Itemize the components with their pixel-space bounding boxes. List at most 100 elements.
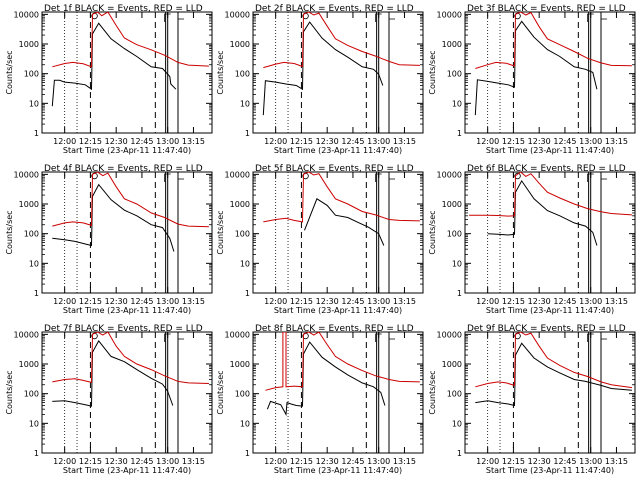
y-tick-label: 10000 (225, 10, 250, 19)
x-tick-label: 12:30 (316, 457, 339, 466)
y-tick-label: 10 (240, 419, 250, 428)
x-tick-label: 13:00 (156, 137, 179, 146)
x-tick-label: 13:15 (182, 297, 205, 306)
x-tick-label: 12:00 (476, 297, 499, 306)
x-axis-label: Start Time (23-Apr-11 11:47:40) (63, 306, 191, 315)
series-events-line (266, 341, 386, 417)
x-tick-label: 12:30 (528, 297, 551, 306)
y-axis-label: Counts/sec (216, 210, 225, 254)
marker-bracket (375, 333, 382, 342)
y-axis-label: Counts/sec (216, 50, 225, 94)
x-tick-label: 13:00 (579, 297, 602, 306)
axis-frame (464, 171, 636, 294)
y-tick-label: 100 (235, 70, 250, 79)
y-tick-label: 10000 (14, 330, 39, 339)
y-tick-label: 1 (34, 129, 39, 138)
x-tick-label: 12:15 (502, 457, 525, 466)
y-tick-label: 1 (245, 289, 250, 298)
x-tick-label: 13:15 (393, 297, 416, 306)
x-tick-label: 13:00 (367, 137, 390, 146)
y-tick-label: 10000 (437, 10, 462, 19)
x-tick-label: 12:45 (130, 137, 153, 146)
y-tick-label: 100 (235, 390, 250, 399)
panel-title: Det 8f BLACK = Events, RED = LLD (255, 324, 414, 334)
y-tick-label: 100 (447, 230, 462, 239)
y-tick-label: 1 (245, 449, 250, 458)
y-tick-label: 1 (457, 449, 462, 458)
y-axis-label: Counts/sec (5, 210, 14, 254)
y-tick-label: 10000 (437, 170, 462, 179)
series-lld-line (469, 172, 632, 217)
x-tick-label: 13:15 (182, 137, 205, 146)
y-tick-label: 10 (29, 259, 39, 268)
x-tick-label: 12:45 (130, 457, 153, 466)
y-axis-label: Counts/sec (428, 50, 437, 94)
panel-title: Det 2f BLACK = Events, RED = LLD (255, 4, 414, 14)
x-axis-label: Start Time (23-Apr-11 11:47:40) (486, 146, 614, 155)
marker-corner (388, 174, 396, 180)
x-tick-label: 12:00 (264, 137, 287, 146)
x-axis-label: Start Time (23-Apr-11 11:47:40) (486, 306, 614, 315)
y-tick-label: 1000 (230, 40, 250, 49)
marker-bracket (587, 13, 594, 22)
series-events-line (475, 342, 632, 407)
series-events-line (474, 20, 598, 116)
y-tick-label: 100 (447, 390, 462, 399)
marker-corner (600, 334, 608, 340)
panel-det-7: Det 7f BLACK = Events, RED = LLD 1 10 100 10… (5, 324, 213, 475)
y-axis-label: Counts/sec (5, 50, 14, 94)
y-tick-label: 10000 (14, 170, 39, 179)
x-tick-label: 12:45 (553, 137, 576, 146)
panel-title: Det 3f BLACK = Events, RED = LLD (467, 4, 626, 14)
series-lld-line (475, 332, 632, 389)
series-lld-line (52, 12, 209, 68)
x-axis-label: Start Time (23-Apr-11 11:47:40) (486, 466, 614, 475)
x-axis-label: Start Time (23-Apr-11 11:47:40) (274, 466, 402, 475)
series-events-line (304, 198, 385, 246)
marker-circle (514, 172, 521, 180)
panel-det-1: Det 1f BLACK = Events, RED = LLD 1 10 100 10… (5, 4, 213, 155)
axis-frame (252, 171, 424, 294)
x-tick-label: 12:45 (553, 457, 576, 466)
marker-bracket (164, 333, 171, 342)
marker-corner (600, 174, 608, 180)
panel-title: Det 7f BLACK = Events, RED = LLD (44, 324, 203, 334)
x-tick-label: 12:15 (290, 297, 313, 306)
y-tick-label: 1000 (19, 360, 39, 369)
marker-bracket (164, 173, 171, 182)
panel-det-4: Det 4f BLACK = Events, RED = LLD 1 10 100 10… (5, 164, 213, 315)
x-tick-label: 12:30 (105, 297, 128, 306)
panel-title: Det 5f BLACK = Events, RED = LLD (255, 164, 414, 174)
y-tick-label: 1 (34, 449, 39, 458)
series-lld-line (52, 172, 209, 228)
x-tick-label: 13:15 (605, 297, 628, 306)
x-tick-label: 13:00 (367, 457, 390, 466)
series-events-line (487, 179, 598, 246)
x-tick-label: 12:30 (316, 137, 339, 146)
x-tick-label: 12:45 (553, 297, 576, 306)
y-tick-label: 100 (24, 230, 39, 239)
x-tick-label: 12:00 (53, 137, 76, 146)
panel-det-8: Det 8f BLACK = Events, RED = LLD 1 10 100 10… (216, 324, 424, 475)
y-tick-label: 1000 (442, 40, 462, 49)
x-tick-label: 12:30 (528, 137, 551, 146)
axis-frame (252, 11, 424, 134)
x-tick-label: 13:00 (579, 137, 602, 146)
x-tick-label: 13:15 (605, 137, 628, 146)
y-tick-label: 1000 (442, 200, 462, 209)
axis-frame (252, 331, 424, 454)
x-tick-label: 12:00 (53, 297, 76, 306)
y-tick-label: 10 (452, 419, 462, 428)
x-tick-label: 12:15 (79, 297, 102, 306)
x-tick-label: 12:45 (341, 297, 364, 306)
y-tick-label: 100 (24, 390, 39, 399)
y-tick-label: 1000 (230, 360, 250, 369)
panel-title: Det 1f BLACK = Events, RED = LLD (44, 4, 203, 14)
y-tick-label: 1 (34, 289, 39, 298)
x-tick-label: 12:15 (290, 457, 313, 466)
x-tick-label: 12:00 (476, 137, 499, 146)
panel-title: Det 9f BLACK = Events, RED = LLD (467, 324, 626, 334)
x-tick-label: 13:00 (156, 297, 179, 306)
series-lld-line (265, 332, 420, 391)
x-tick-label: 12:30 (528, 457, 551, 466)
